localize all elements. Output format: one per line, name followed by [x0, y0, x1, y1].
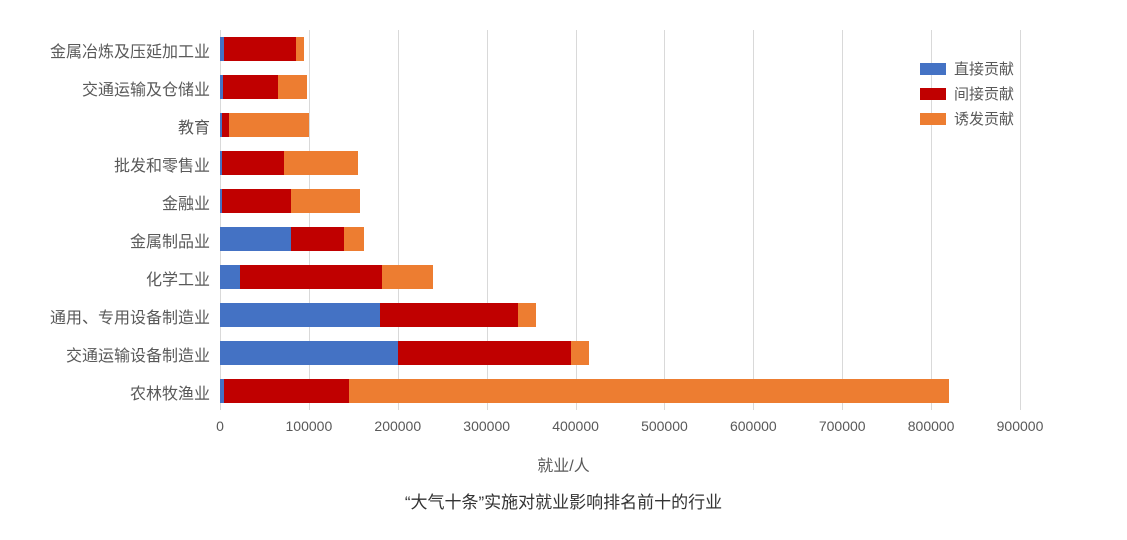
legend: 直接贡献间接贡献诱发贡献 [920, 58, 1014, 133]
legend-label: 间接贡献 [954, 83, 1014, 104]
y-category-label: 交通运输设备制造业 [66, 342, 210, 366]
y-category-label: 金融业 [162, 190, 210, 214]
bar-induced [296, 37, 305, 61]
bar-indirect [291, 227, 344, 251]
bar-indirect [240, 265, 382, 289]
chart-caption: “大气十条”实施对就业影响排名前十的行业 [0, 488, 1127, 513]
bar-induced [571, 341, 589, 365]
y-category-label: 农林牧渔业 [130, 380, 210, 404]
bar-indirect [398, 341, 571, 365]
y-category-label: 交通运输及仓储业 [82, 76, 210, 100]
legend-item: 诱发贡献 [920, 108, 1014, 129]
bar-indirect [224, 379, 348, 403]
bar-induced [344, 227, 364, 251]
x-tick-label: 400000 [552, 418, 599, 434]
x-tick-label: 700000 [819, 418, 866, 434]
x-tick-label: 900000 [997, 418, 1044, 434]
bar-indirect [223, 75, 278, 99]
bar-induced [284, 151, 358, 175]
y-category-label: 金属冶炼及压延加工业 [50, 38, 210, 62]
bar-induced [291, 189, 360, 213]
bar-indirect [224, 37, 295, 61]
legend-item: 直接贡献 [920, 58, 1014, 79]
x-tick-label: 100000 [286, 418, 333, 434]
legend-swatch [920, 113, 946, 125]
gridline [842, 30, 843, 410]
x-tick-label: 800000 [908, 418, 955, 434]
bar-direct [220, 227, 291, 251]
x-tick-label: 300000 [463, 418, 510, 434]
gridline [1020, 30, 1021, 410]
legend-item: 间接贡献 [920, 83, 1014, 104]
bar-direct [220, 265, 240, 289]
gridline [753, 30, 754, 410]
bar-indirect [222, 189, 291, 213]
y-category-label: 通用、专用设备制造业 [50, 304, 210, 328]
chart-container: 直接贡献间接贡献诱发贡献 就业/人 “大气十条”实施对就业影响排名前十的行业 0… [0, 0, 1127, 540]
plot-area [220, 30, 1020, 410]
bar-direct [220, 341, 398, 365]
bar-induced [229, 113, 309, 137]
y-category-label: 教育 [178, 114, 210, 138]
bar-indirect [222, 113, 229, 137]
x-tick-label: 200000 [374, 418, 421, 434]
bar-induced [278, 75, 307, 99]
bar-induced [518, 303, 536, 327]
bar-induced [349, 379, 949, 403]
x-axis-label: 就业/人 [0, 452, 1127, 476]
legend-label: 诱发贡献 [954, 108, 1014, 129]
bar-indirect [380, 303, 518, 327]
legend-swatch [920, 88, 946, 100]
legend-swatch [920, 63, 946, 75]
y-category-label: 批发和零售业 [114, 152, 210, 176]
gridline [664, 30, 665, 410]
bar-direct [220, 303, 380, 327]
legend-label: 直接贡献 [954, 58, 1014, 79]
x-tick-label: 500000 [641, 418, 688, 434]
bar-indirect [222, 151, 284, 175]
y-category-label: 金属制品业 [130, 228, 210, 252]
y-category-label: 化学工业 [146, 266, 210, 290]
x-tick-label: 600000 [730, 418, 777, 434]
x-tick-label: 0 [216, 418, 224, 434]
bar-induced [382, 265, 434, 289]
